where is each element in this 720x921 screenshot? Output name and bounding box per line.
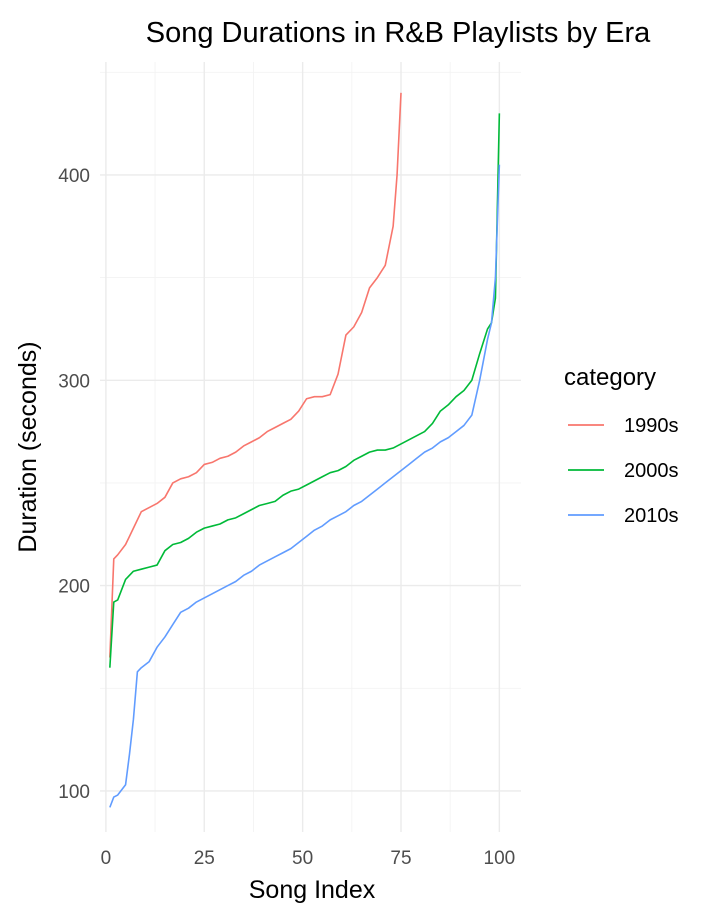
legend-label-1990s: 1990s — [624, 415, 679, 437]
legend-label-2000s: 2000s — [624, 460, 679, 482]
x-tick-label: 50 — [292, 848, 313, 869]
series-line-2000s — [109, 113, 501, 668]
x-tick-label: 25 — [194, 848, 215, 869]
x-tick-label: 0 — [101, 848, 112, 869]
y-tick-label: 400 — [58, 166, 90, 187]
series-lines — [109, 92, 501, 808]
y-axis-ticks: 100 200 300 400 — [58, 166, 90, 803]
series-line-1990s — [109, 92, 402, 658]
legend-title: category — [564, 364, 656, 391]
y-tick-label: 300 — [58, 371, 90, 392]
x-tick-label: 75 — [390, 848, 411, 869]
series-line-2010s — [109, 164, 501, 808]
y-tick-label: 200 — [58, 577, 90, 598]
chart-title: Song Durations in R&B Playlists by Era — [146, 17, 651, 49]
x-axis-title: Song Index — [249, 876, 376, 904]
x-tick-label: 100 — [484, 848, 516, 869]
grid — [100, 62, 521, 832]
legend: category 1990s 2000s 2010s — [564, 364, 679, 527]
legend-label-2010s: 2010s — [624, 505, 679, 527]
y-tick-label: 100 — [58, 782, 90, 803]
y-axis-title: Duration (seconds) — [14, 341, 42, 552]
legend-items: 1990s 2000s 2010s — [568, 415, 679, 527]
x-axis-ticks: 0 25 50 75 100 — [101, 848, 516, 869]
